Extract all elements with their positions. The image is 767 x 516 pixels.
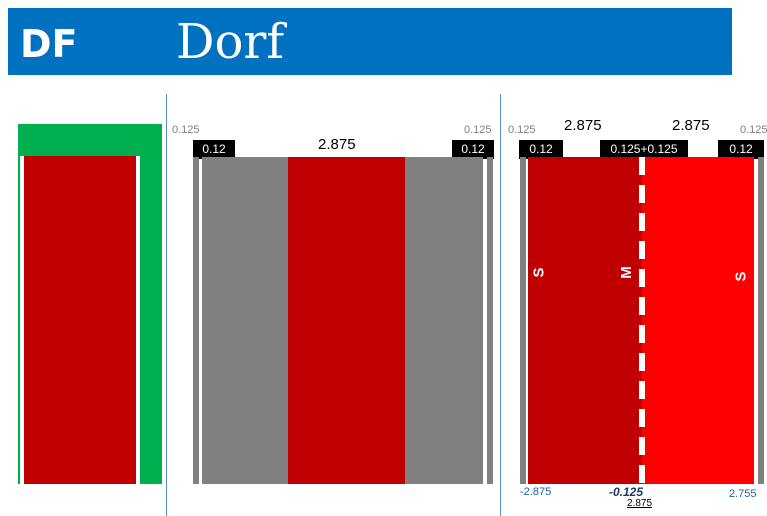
left-white-gap-right [136,156,140,484]
right-bottom-right: 2.755 [729,488,757,500]
right-dark-red-lane [528,157,642,484]
header-bar [8,8,732,75]
right-lane-left-letter: S [530,267,548,278]
middle-lane-width: 2.875 [318,136,356,153]
middle-edge-right [487,157,493,484]
middle-dark-red-lane [288,157,405,484]
middle-gray-right [405,157,483,484]
right-bottom-center-sub: 2.875 [627,498,653,509]
right-offset-right: 0.125 [740,124,767,136]
right-edge-right [758,157,764,484]
middle-gray-left [202,157,288,484]
panel-divider-left [166,94,167,516]
left-dark-red-lane [24,156,136,484]
right-lane-right-letter: S [732,271,750,282]
right-width-right: 2.875 [672,117,710,134]
middle-offset-right: 0.125 [464,124,492,136]
right-tag-center: 0.125+0.125 [600,140,688,159]
right-bottom-center: -0.125 [609,485,644,499]
center-dashed-line [639,157,645,484]
middle-tag-right: 0.12 [452,140,494,159]
right-edge-left [520,157,526,484]
right-tag-right: 0.12 [718,140,764,159]
right-width-left: 2.875 [564,117,602,134]
middle-edge-left [193,157,199,484]
header-code: DF [20,22,78,66]
left-white-gap-left [20,156,24,484]
right-red-lane [642,157,754,484]
middle-offset-left: 0.125 [172,124,200,136]
right-bottom-left: -2.875 [520,486,552,498]
right-center-letter: M [617,266,635,279]
right-tag-left: 0.12 [519,140,563,159]
panel-divider-right [500,94,501,516]
right-offset-left: 0.125 [508,124,536,136]
header-title: Dorf [176,14,285,70]
middle-tag-left: 0.12 [193,140,235,159]
